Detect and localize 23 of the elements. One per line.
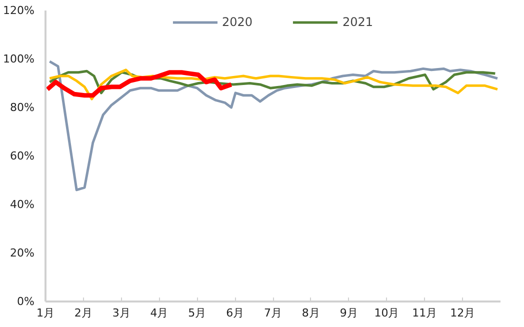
x-tick-label: 1月 bbox=[36, 306, 54, 320]
x-tick-label: 6月 bbox=[226, 306, 244, 320]
x-tick-label: 10月 bbox=[374, 306, 400, 320]
legend-label: 2020 bbox=[222, 15, 252, 29]
x-tick-label: 4月 bbox=[150, 306, 168, 320]
x-tick-label: 12月 bbox=[450, 306, 476, 320]
x-tick-label: 11月 bbox=[412, 306, 438, 320]
y-tick-label: 20% bbox=[10, 246, 35, 260]
x-tick-label: 9月 bbox=[340, 306, 358, 320]
x-tick-label: 2月 bbox=[74, 306, 92, 320]
legend-label: 2021 bbox=[342, 15, 374, 29]
y-tick-label: 80% bbox=[10, 101, 35, 114]
y-tick-label: 120% bbox=[3, 4, 35, 17]
line-series bbox=[46, 70, 234, 98]
y-tick-label: 100% bbox=[3, 52, 35, 66]
y-tick-label: 60% bbox=[10, 150, 35, 162]
x-tick-label: 7月 bbox=[264, 306, 282, 320]
y-tick-label: 40% bbox=[10, 198, 35, 211]
y-tick-label: 0% bbox=[17, 295, 34, 308]
x-tick-label: 5月 bbox=[188, 306, 206, 320]
x-tick-label: 3月 bbox=[112, 306, 130, 320]
line-series bbox=[48, 60, 499, 192]
x-tick-label: 8月 bbox=[302, 306, 320, 320]
